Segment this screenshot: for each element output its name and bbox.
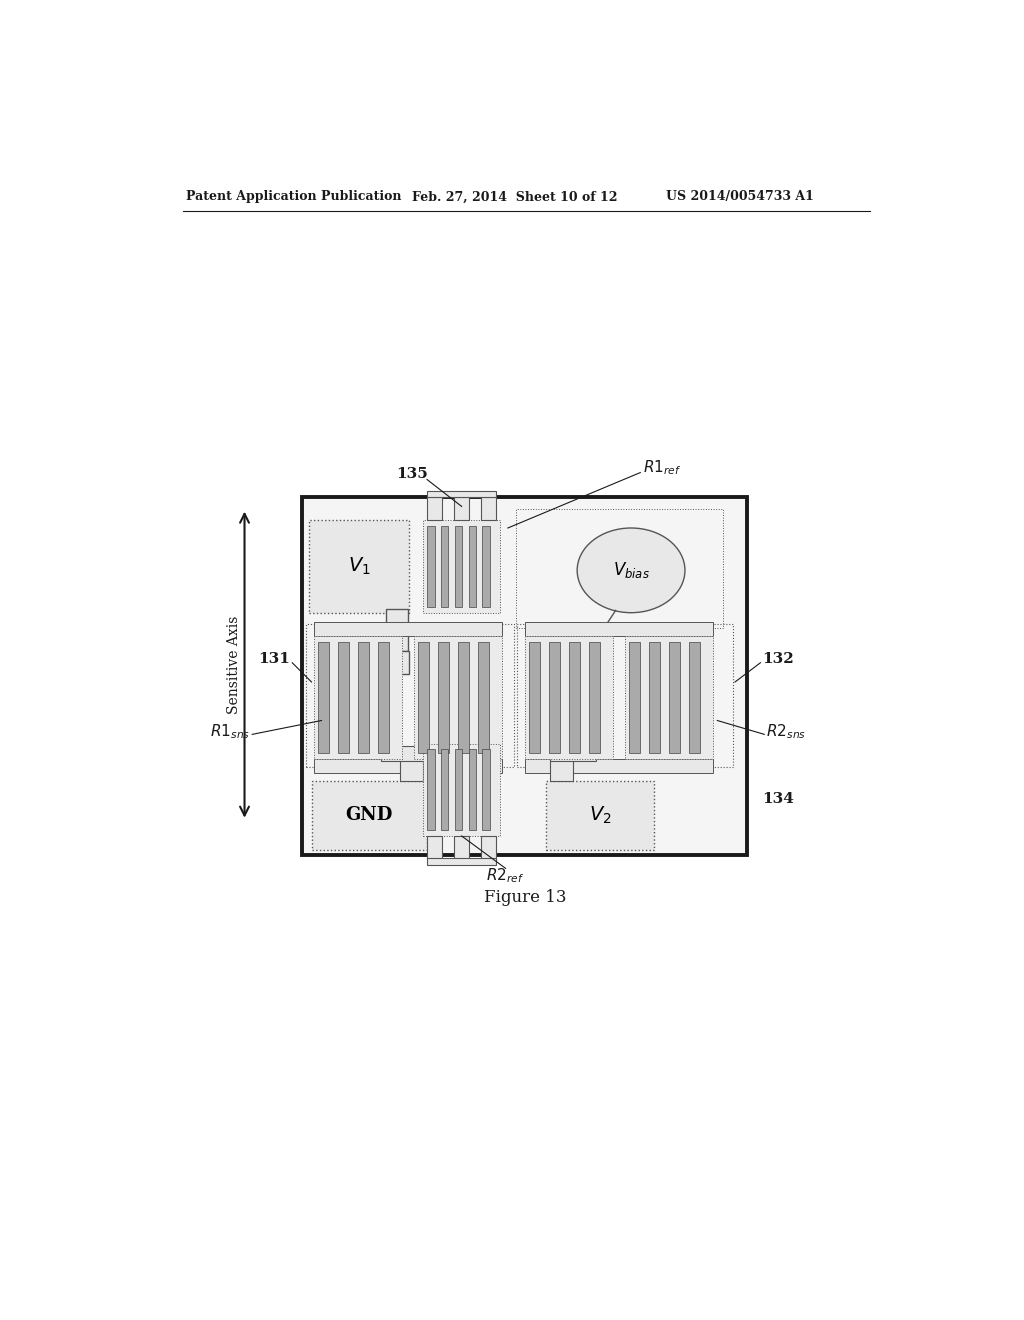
Bar [478,642,489,752]
Bar [625,636,714,759]
Text: US 2014/0054733 A1: US 2014/0054733 A1 [666,190,814,203]
Text: $V_2$: $V_2$ [589,805,611,826]
Text: 135: 135 [395,467,427,480]
Bar [547,780,654,850]
Bar [427,836,442,859]
Bar [515,508,724,628]
Bar [524,622,714,636]
Bar [313,622,503,636]
Bar [524,759,714,774]
Bar [441,750,449,830]
Bar [367,651,410,675]
Bar [400,758,423,780]
Bar [454,498,469,520]
Bar [569,642,580,752]
Bar [427,498,442,520]
Bar [482,525,490,607]
Bar [338,642,349,752]
Text: GND: GND [345,807,393,824]
Bar [454,836,469,859]
Text: $R1_{ref}$: $R1_{ref}$ [643,458,681,478]
Bar [358,642,369,752]
Text: Feb. 27, 2014  Sheet 10 of 12: Feb. 27, 2014 Sheet 10 of 12 [412,190,617,203]
Bar [549,642,560,752]
Text: 132: 132 [762,652,794,665]
Bar [589,642,600,752]
Bar [378,642,389,752]
Bar [455,525,463,607]
Bar [438,642,450,752]
Bar [469,750,476,830]
Bar [455,750,463,830]
Bar [524,636,613,759]
Text: Sensitive Axis: Sensitive Axis [226,615,241,714]
Bar [469,525,476,607]
Bar [481,836,497,859]
Bar [517,624,733,767]
Bar [427,750,434,830]
Bar [550,746,596,762]
Bar [441,525,449,607]
Bar [301,498,746,855]
Text: $R2_{ref}$: $R2_{ref}$ [486,867,524,886]
Bar [386,609,408,651]
Bar [482,750,490,830]
Bar [311,780,427,850]
Text: Patent Application Publication: Patent Application Publication [186,190,401,203]
Text: $R1_{sns}$: $R1_{sns}$ [210,723,250,742]
Bar [318,642,329,752]
Bar [427,858,497,866]
Text: Figure 13: Figure 13 [483,890,566,906]
Bar [306,624,514,767]
Bar [630,642,640,752]
Bar [313,759,503,774]
Bar [423,743,500,836]
Bar [689,642,700,752]
Bar [427,491,497,498]
Bar [550,758,573,780]
Text: 131: 131 [258,652,290,665]
Bar [458,642,469,752]
Bar [414,636,503,759]
Bar [669,642,680,752]
Bar [423,520,500,612]
Bar [427,525,434,607]
Bar [309,520,410,612]
Text: $R2_{sns}$: $R2_{sns}$ [766,723,806,742]
Ellipse shape [578,528,685,612]
Bar [481,498,497,520]
Bar [419,642,429,752]
Bar [649,642,660,752]
Text: 134: 134 [762,792,794,807]
Bar [313,636,402,759]
Bar [381,746,427,762]
Text: $V_{bias}$: $V_{bias}$ [612,561,649,581]
Bar [529,642,541,752]
Text: $V_1$: $V_1$ [348,556,371,577]
